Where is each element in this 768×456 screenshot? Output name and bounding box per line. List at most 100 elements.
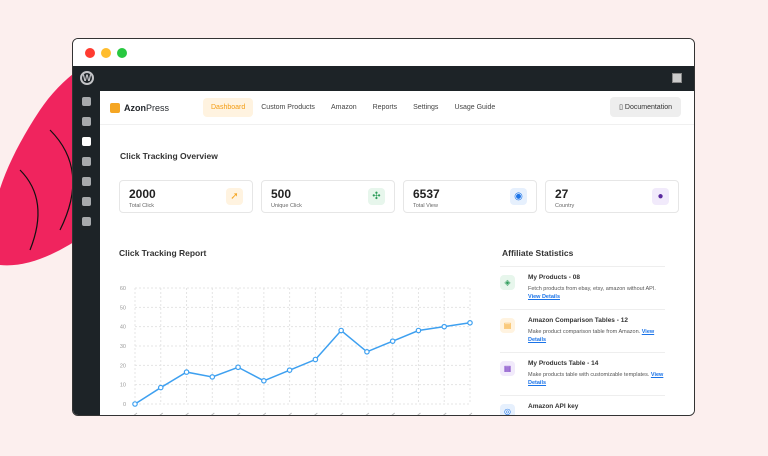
pin-icon[interactable]	[82, 117, 91, 126]
media-icon[interactable]	[82, 157, 91, 166]
affiliate-item-title: Amazon API key	[528, 403, 579, 410]
stat-value: 2000	[129, 187, 156, 201]
affiliate-item: ▤ Amazon Comparison Tables - 12 Make produ…	[500, 309, 665, 352]
x-tick-label	[288, 412, 292, 415]
documentation-label: Documentation	[624, 104, 672, 111]
x-tick-label	[211, 412, 215, 415]
affiliate-list: ◈ My Products - 08 Fetch products from eba…	[500, 266, 665, 415]
view-details-link[interactable]: View Details	[528, 372, 664, 386]
stat-card: 500 Unique Click ✣	[261, 180, 395, 213]
x-tick-label	[236, 412, 241, 415]
data-point	[209, 374, 216, 380]
stat-label: Total View	[413, 203, 438, 209]
cursor-sparkle-icon: ✣	[368, 188, 385, 205]
avatar[interactable]	[672, 73, 682, 83]
y-tick-label: 50	[120, 305, 126, 311]
x-tick-label	[185, 412, 189, 415]
maximize-window-button[interactable]	[117, 47, 127, 58]
data-point	[441, 323, 448, 330]
brand-name: Azon	[124, 102, 146, 113]
y-tick-label: 30	[120, 344, 126, 350]
documentation-button[interactable]: ▯ Documentation	[610, 97, 681, 117]
affiliate-title: Affiliate Statistics	[502, 248, 574, 258]
x-tick-label	[442, 412, 447, 415]
brand-name-suffix: Press	[146, 102, 170, 113]
stat-label: Unique Click	[271, 203, 302, 209]
stat-card: 6537 Total View ◉	[403, 180, 537, 213]
main-content: Azon Press Dashboard Custom Products Amaz…	[100, 91, 694, 415]
affiliate-item-title: Amazon Comparison Tables - 12	[528, 317, 628, 324]
stat-value: 6537	[413, 187, 440, 201]
x-tick-label	[365, 412, 370, 415]
affiliate-item-desc: Make products table with customizable te…	[528, 372, 650, 378]
plugin-icon[interactable]	[82, 217, 91, 226]
affiliate-item: ◈ My Products - 08 Fetch products from eba…	[500, 266, 665, 309]
affiliate-item-desc: Make product comparison table from Amazo…	[528, 329, 641, 335]
wp-sidebar	[73, 91, 100, 415]
top-nav: Azon Press Dashboard Custom Products Amaz…	[100, 91, 694, 125]
x-tick-label	[262, 412, 267, 415]
series-line	[134, 322, 471, 405]
affiliate-item-title: My Products Table - 14	[528, 360, 599, 367]
data-point	[235, 364, 241, 371]
x-tick-label	[391, 412, 396, 415]
overview-title: Click Tracking Overview	[120, 151, 218, 161]
stat-value: 27	[555, 187, 569, 201]
comments-icon[interactable]	[82, 177, 91, 186]
x-tick-label	[133, 412, 138, 415]
tag-icon: ◈	[500, 275, 515, 290]
azonpress-menu-icon[interactable]	[82, 137, 91, 146]
x-tick-label	[339, 412, 344, 415]
stat-label: Country	[555, 203, 575, 209]
nav-settings[interactable]: Settings	[413, 104, 439, 111]
data-point	[132, 401, 138, 407]
stat-label: Total Click	[129, 203, 155, 209]
data-point	[415, 327, 422, 334]
brush-icon[interactable]	[82, 197, 91, 206]
data-point	[312, 356, 319, 363]
nav-reports[interactable]: Reports	[372, 104, 398, 111]
x-tick-label	[159, 412, 164, 415]
data-point	[364, 349, 370, 355]
x-tick-label	[314, 412, 318, 415]
data-point	[467, 319, 473, 326]
y-tick-label: 20	[120, 363, 126, 369]
browser-window: W Azon Press Dashboard Custom Products Am…	[72, 38, 695, 416]
close-window-button[interactable]	[85, 47, 95, 58]
stat-card: 27 Country ●	[545, 180, 679, 213]
data-point	[286, 367, 293, 373]
view-details-link[interactable]: View Details	[528, 294, 560, 300]
affiliate-item: ▦ My Products Table - 14 Make products tab…	[500, 352, 665, 395]
grid-icon: ▦	[500, 361, 515, 376]
report-title: Click Tracking Report	[119, 248, 207, 258]
data-point	[183, 369, 190, 375]
data-point	[157, 384, 164, 391]
y-tick-label: 10	[120, 383, 126, 389]
affiliate-item-desc: Fetch products from ebay, etsy, amazon w…	[528, 286, 656, 292]
eye-icon: ◉	[510, 188, 527, 205]
data-point	[261, 378, 267, 384]
x-tick-label	[468, 412, 473, 415]
nav-amazon[interactable]: Amazon	[330, 104, 357, 111]
nav-usage-guide[interactable]: Usage Guide	[454, 104, 496, 111]
view-details-link[interactable]: View Details	[528, 329, 655, 343]
dashboard-icon[interactable]	[82, 97, 91, 106]
y-tick-label: 0	[123, 402, 126, 408]
stat-value: 500	[271, 187, 292, 201]
affiliate-item: ◎ Amazon API key	[500, 395, 665, 415]
key-icon: ◎	[500, 404, 515, 415]
click-tracking-chart: 0 10 20 30 40 50 60	[120, 286, 473, 415]
title-bar	[73, 39, 694, 66]
y-tick-label: 40	[120, 325, 126, 331]
data-point	[389, 338, 396, 344]
brand-logo: Azon Press	[110, 102, 203, 113]
cursor-click-icon: ➚	[226, 188, 243, 205]
y-tick-label: 60	[120, 286, 126, 292]
nav-dashboard[interactable]: Dashboard	[203, 98, 254, 117]
stat-card: 2000 Total Click ➚	[119, 180, 253, 213]
wordpress-logo-icon[interactable]: W	[80, 71, 94, 85]
nav-custom-products[interactable]: Custom Products	[261, 104, 315, 111]
globe-icon: ●	[652, 188, 669, 205]
minimize-window-button[interactable]	[101, 47, 111, 58]
table-icon: ▤	[500, 318, 515, 333]
